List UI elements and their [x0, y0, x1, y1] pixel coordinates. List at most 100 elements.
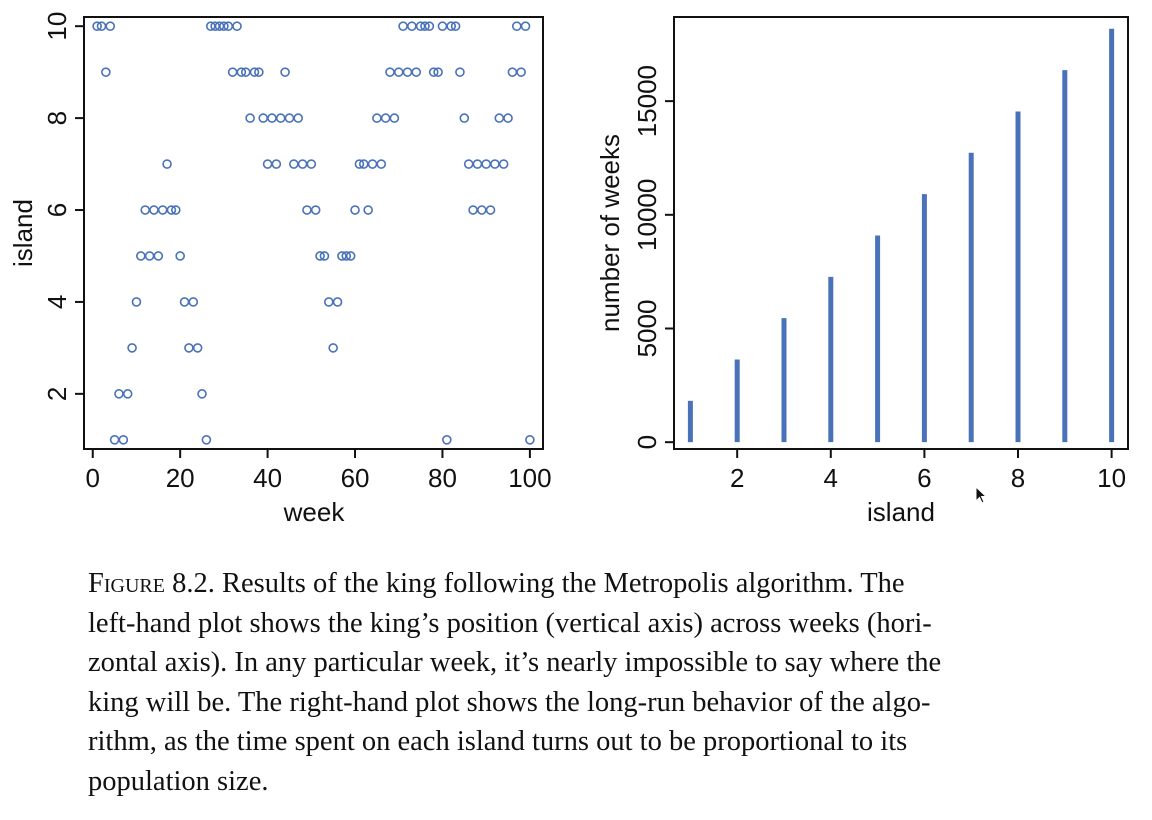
trace-point	[393, 67, 404, 77]
y-tick-label: 6	[42, 203, 72, 217]
trace-point	[184, 343, 194, 353]
trace-point	[122, 389, 133, 399]
trace-point	[306, 159, 317, 169]
trace-point	[511, 21, 522, 31]
left-plot-trace: 0 20 40 60 80 100 2 4 6 8 10 week island	[8, 12, 552, 527]
trace-point	[463, 159, 474, 169]
trace-point	[424, 21, 435, 31]
trace-point	[420, 21, 430, 31]
trace-point	[503, 113, 513, 123]
trace-point	[219, 21, 229, 31]
trace-point	[516, 67, 526, 77]
trace-point	[402, 67, 413, 77]
trace-point	[380, 113, 391, 123]
x-tick-label: 4	[824, 463, 838, 493]
y-tick-label: 10000	[632, 179, 662, 251]
trace-point	[428, 67, 439, 77]
y-tick-label: 2	[42, 387, 72, 401]
trace-point	[485, 205, 496, 215]
x-tick-label: 6	[917, 463, 931, 493]
trace-point	[157, 205, 168, 215]
trace-point	[114, 389, 124, 399]
trace-point	[350, 205, 360, 215]
trace-point	[323, 297, 334, 307]
right-plot-y-axis-title: number of weeks	[595, 134, 625, 332]
caption-figure-label: Figure 8.2.	[88, 568, 215, 599]
trace-point	[328, 343, 338, 353]
trace-point	[105, 21, 116, 31]
trace-point	[468, 205, 478, 215]
left-plot-frame	[83, 16, 544, 450]
trace-point	[459, 113, 470, 123]
trace-point	[332, 297, 343, 307]
trace-point	[149, 205, 159, 215]
trace-point	[175, 251, 185, 261]
trace-point	[275, 113, 286, 123]
trace-point	[367, 159, 378, 169]
trace-point	[297, 159, 308, 169]
trace-point	[450, 21, 461, 31]
trace-point	[319, 251, 330, 261]
trace-point	[109, 435, 120, 445]
left-plot-y-axis-title: island	[8, 199, 38, 267]
trace-point	[476, 205, 487, 215]
y-tick-label: 5000	[632, 300, 662, 358]
trace-point	[188, 297, 199, 307]
x-tick-label: 40	[253, 463, 282, 493]
figure: 0 20 40 60 80 100 2 4 6 8 10 week island 2 4 6 8 10 0…	[8, 12, 1129, 527]
trace-point	[136, 251, 146, 261]
trace-point	[254, 67, 264, 77]
trace-point	[92, 21, 102, 31]
trace-point	[498, 159, 509, 169]
trace-point	[140, 205, 150, 215]
trace-point	[507, 67, 518, 77]
caption-line: king will be. The right-hand plot shows …	[88, 686, 931, 718]
trace-point	[144, 251, 155, 261]
trace-point	[525, 435, 535, 445]
trace-point	[398, 21, 408, 31]
y-tick-label: 8	[42, 111, 72, 125]
figure-caption: Figure 8.2. Results of the king followin…	[88, 564, 1088, 802]
y-tick-label: 10	[42, 12, 72, 41]
x-tick-label: 60	[341, 463, 370, 493]
trace-point	[490, 159, 500, 169]
trace-point	[372, 113, 382, 123]
trace-point	[166, 205, 177, 215]
trace-point	[197, 389, 207, 399]
x-tick-label: 20	[166, 463, 195, 493]
trace-point	[171, 205, 181, 215]
trace-point	[455, 67, 465, 77]
right-plot-bars	[687, 28, 1115, 443]
trace-point	[267, 113, 277, 123]
trace-point	[227, 67, 238, 77]
trace-point	[341, 251, 352, 261]
trace-point	[376, 159, 387, 169]
left-plot-points	[92, 21, 535, 445]
trace-point	[262, 159, 273, 169]
left-plot-y-axis: 2 4 6 8 10	[42, 12, 84, 401]
x-tick-label: 80	[428, 463, 457, 493]
x-tick-label: 10	[1097, 463, 1126, 493]
right-plot-histogram: 2 4 6 8 10 0 5000 10000 15000 island number of …	[595, 16, 1129, 527]
trace-point	[437, 21, 448, 31]
y-tick-label: 15000	[632, 65, 662, 137]
right-plot-y-axis: 0 5000 10000 15000	[632, 65, 674, 449]
caption-text: Results of the king following the Metrop…	[214, 568, 905, 599]
right-plot-frame	[673, 16, 1129, 450]
trace-point	[179, 297, 190, 307]
caption-line: zontal axis). In any particular week, it…	[88, 647, 942, 679]
trace-point	[201, 435, 212, 445]
y-tick-label: 4	[42, 295, 72, 309]
trace-point	[192, 343, 203, 353]
trace-point	[472, 159, 483, 169]
trace-point	[127, 343, 137, 353]
trace-point	[446, 21, 457, 31]
right-plot-x-axis-title: island	[867, 497, 935, 527]
trace-point	[302, 205, 312, 215]
trace-point	[407, 21, 417, 31]
trace-point	[258, 113, 269, 123]
x-tick-label: 0	[86, 463, 100, 493]
trace-point	[293, 113, 304, 123]
trace-point	[249, 67, 260, 77]
x-tick-label: 100	[508, 463, 551, 493]
